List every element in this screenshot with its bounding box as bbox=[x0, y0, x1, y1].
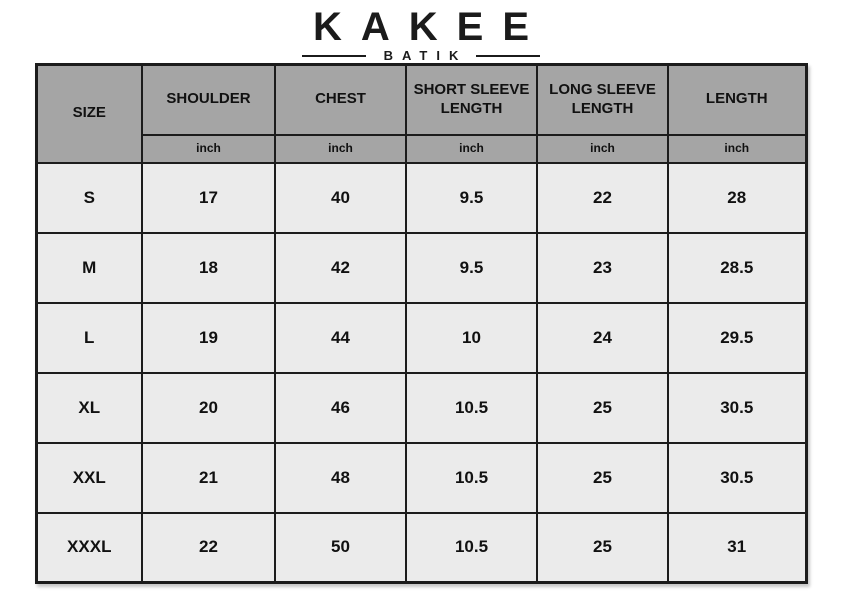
value-cell-long-sleeve: 24 bbox=[536, 301, 669, 374]
value-cell-length: 29.5 bbox=[667, 301, 807, 374]
header-cell-shoulder: SHOULDER bbox=[141, 63, 276, 136]
value-cell-chest: 40 bbox=[274, 161, 407, 234]
table-row-s: S 17 40 9.5 22 28 bbox=[35, 161, 807, 234]
header-cell-chest: CHEST bbox=[274, 63, 407, 136]
value-cell-long-sleeve: 25 bbox=[536, 511, 669, 584]
value-cell-shoulder: 21 bbox=[141, 441, 276, 514]
table-row-l: L 19 44 10 24 29.5 bbox=[35, 301, 807, 374]
brand-logo: KAKEE BATIK bbox=[0, 0, 842, 63]
right-rule-line bbox=[476, 54, 541, 57]
size-cell: XXXL bbox=[35, 511, 143, 584]
size-cell: XXL bbox=[35, 441, 143, 514]
value-cell-shoulder: 17 bbox=[141, 161, 276, 234]
size-cell: L bbox=[35, 301, 143, 374]
brand-subtitle-row: BATIK bbox=[0, 48, 842, 63]
value-cell-shoulder: 20 bbox=[141, 371, 276, 444]
unit-cell-length: inch bbox=[667, 134, 807, 164]
table-row-xl: XL 20 46 10.5 25 30.5 bbox=[35, 371, 807, 444]
size-cell: XL bbox=[35, 371, 143, 444]
value-cell-chest: 44 bbox=[274, 301, 407, 374]
unit-cell-chest: inch bbox=[274, 134, 407, 164]
header-cell-long-sleeve-length: LONG SLEEVE LENGTH bbox=[536, 63, 669, 136]
header-row: SIZE SHOULDER CHEST SHORT SLEEVE LENGTH … bbox=[35, 63, 807, 164]
header-cell-size: SIZE bbox=[35, 63, 143, 164]
value-cell-length: 28 bbox=[667, 161, 807, 234]
value-cell-long-sleeve: 25 bbox=[536, 441, 669, 514]
size-chart-table: SIZE SHOULDER CHEST SHORT SLEEVE LENGTH … bbox=[34, 63, 808, 584]
value-cell-shoulder: 22 bbox=[141, 511, 276, 584]
value-cell-chest: 50 bbox=[274, 511, 407, 584]
value-cell-length: 30.5 bbox=[667, 371, 807, 444]
value-cell-shoulder: 18 bbox=[141, 231, 276, 304]
value-cell-short-sleeve: 9.5 bbox=[405, 231, 538, 304]
brand-subtitle: BATIK bbox=[383, 48, 468, 63]
value-cell-short-sleeve: 10.5 bbox=[405, 441, 538, 514]
value-cell-short-sleeve: 10.5 bbox=[405, 511, 538, 584]
unit-cell-short-sleeve-length: inch bbox=[405, 134, 538, 164]
value-cell-long-sleeve: 25 bbox=[536, 371, 669, 444]
header-cell-short-sleeve-length: SHORT SLEEVE LENGTH bbox=[405, 63, 538, 136]
value-cell-short-sleeve: 10 bbox=[405, 301, 538, 374]
value-cell-short-sleeve: 9.5 bbox=[405, 161, 538, 234]
value-cell-length: 30.5 bbox=[667, 441, 807, 514]
size-cell: M bbox=[35, 231, 143, 304]
value-cell-chest: 46 bbox=[274, 371, 407, 444]
value-cell-length: 28.5 bbox=[667, 231, 807, 304]
value-cell-length: 31 bbox=[667, 511, 807, 584]
value-cell-chest: 42 bbox=[274, 231, 407, 304]
value-cell-chest: 48 bbox=[274, 441, 407, 514]
size-cell: S bbox=[35, 161, 143, 234]
value-cell-short-sleeve: 10.5 bbox=[405, 371, 538, 444]
value-cell-shoulder: 19 bbox=[141, 301, 276, 374]
unit-cell-shoulder: inch bbox=[141, 134, 276, 164]
table-row-xxl: XXL 21 48 10.5 25 30.5 bbox=[35, 441, 807, 514]
brand-name: KAKEE bbox=[312, 5, 549, 49]
value-cell-long-sleeve: 22 bbox=[536, 161, 669, 234]
unit-cell-long-sleeve-length: inch bbox=[536, 134, 669, 164]
value-cell-long-sleeve: 23 bbox=[536, 231, 669, 304]
table-row-m: M 18 42 9.5 23 28.5 bbox=[35, 231, 807, 304]
header-cell-length: LENGTH bbox=[667, 63, 807, 136]
table-row-xxxl: XXXL 22 50 10.5 25 31 bbox=[35, 511, 807, 584]
left-rule-line bbox=[301, 54, 366, 57]
unit-row: inch inch inch inch inch bbox=[36, 134, 807, 164]
